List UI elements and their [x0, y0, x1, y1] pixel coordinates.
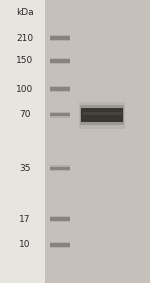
Bar — [50, 36, 70, 40]
Bar — [50, 59, 70, 63]
Bar — [50, 242, 70, 243]
Bar — [45, 0, 150, 283]
Bar — [0, 0, 45, 283]
Text: 70: 70 — [19, 110, 30, 119]
Text: 150: 150 — [16, 56, 33, 65]
Text: 210: 210 — [16, 34, 33, 43]
Bar — [50, 112, 70, 113]
Bar — [50, 63, 70, 64]
Text: 17: 17 — [19, 215, 30, 224]
Bar — [81, 108, 123, 122]
Bar — [50, 86, 70, 87]
Bar — [50, 243, 70, 246]
Text: 100: 100 — [16, 85, 33, 94]
Bar — [50, 246, 70, 248]
Bar — [50, 58, 70, 59]
Bar — [50, 91, 70, 92]
Bar — [50, 113, 70, 117]
Text: 35: 35 — [19, 164, 30, 173]
Bar — [50, 216, 70, 217]
Bar — [50, 87, 70, 91]
Bar — [82, 112, 122, 115]
Text: 10: 10 — [19, 240, 30, 249]
Bar — [80, 105, 124, 125]
Bar — [50, 35, 70, 37]
Bar — [79, 102, 125, 129]
Bar — [50, 217, 70, 221]
Bar — [50, 166, 70, 170]
Bar — [50, 40, 70, 41]
Text: kDa: kDa — [16, 8, 34, 17]
Bar — [50, 221, 70, 222]
Bar — [50, 170, 70, 171]
